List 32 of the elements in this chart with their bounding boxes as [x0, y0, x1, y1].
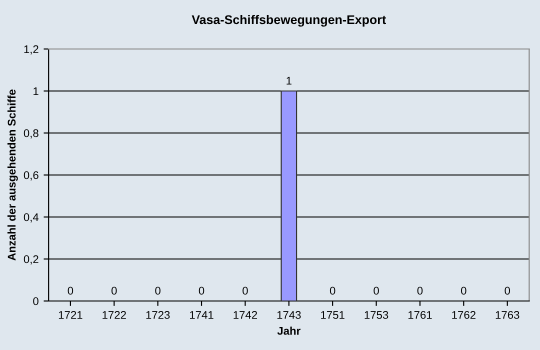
x-tick-label: 1723 [146, 311, 170, 319]
chart-title: Vasa-Schiffsbewegungen-Export [192, 14, 386, 27]
data-label: 1 [286, 76, 292, 85]
data-label: 0 [374, 286, 379, 295]
y-tick-label: 1 [34, 87, 38, 96]
x-tick-label: 1742 [234, 311, 258, 319]
x-tick-label: 1741 [190, 311, 214, 319]
data-label: 0 [198, 286, 204, 295]
data-label: 0 [111, 286, 117, 295]
y-tick-label: 0,4 [24, 213, 39, 222]
data-label: 0 [461, 286, 466, 295]
y-tick-label: 0,2 [24, 255, 38, 264]
data-label: 0 [242, 286, 248, 295]
data-label: 0 [504, 286, 510, 295]
x-tick-label: 1761 [408, 311, 432, 319]
x-tick-label: 1721 [58, 311, 82, 319]
x-axis-title: Jahr [277, 326, 300, 335]
y-axis-title: Anzahl der ausgehenden Schiffe [7, 90, 18, 261]
y-tick-label: 0 [33, 297, 38, 306]
data-label: 0 [155, 286, 160, 295]
y-tick-label: 0,8 [24, 129, 38, 138]
data-label: 0 [330, 286, 336, 295]
x-tick-label: 1722 [102, 311, 126, 319]
x-tick-label: 1763 [496, 311, 520, 319]
x-tick-label: 1743 [277, 311, 301, 319]
y-tick-label: 1,2 [24, 45, 38, 54]
x-tick-label: 1762 [452, 311, 476, 319]
data-label: 0 [68, 286, 74, 295]
x-tick-label: 1751 [321, 311, 344, 319]
y-tick-label: 0,6 [24, 171, 38, 180]
data-label: 0 [417, 286, 423, 295]
x-tick-label: 1753 [364, 311, 388, 319]
